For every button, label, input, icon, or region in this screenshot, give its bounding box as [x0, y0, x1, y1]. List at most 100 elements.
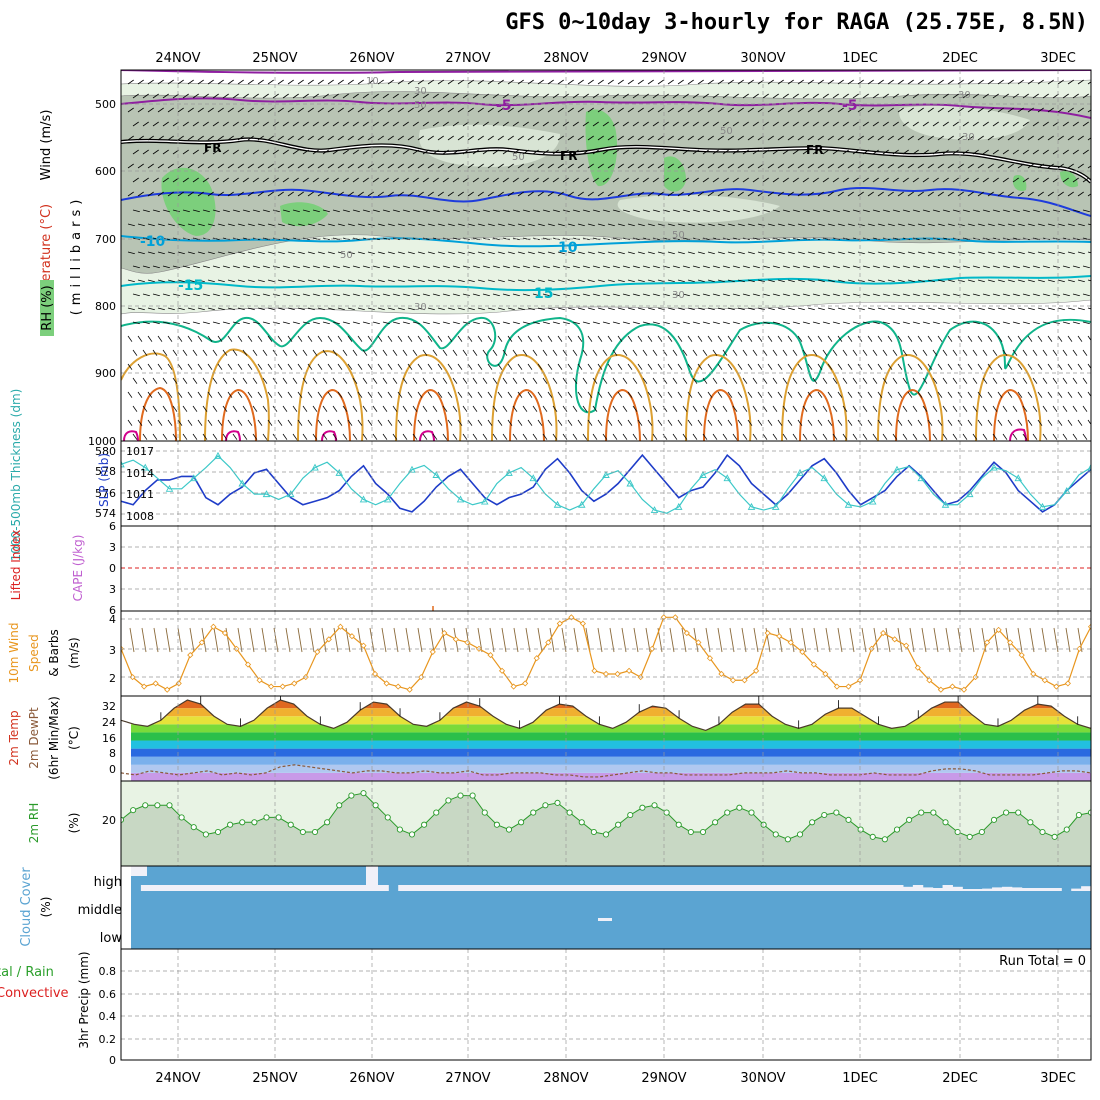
wind-barb [527, 135, 534, 141]
wind-barb [1072, 93, 1079, 99]
wind-barb [632, 377, 638, 384]
wind-barb [222, 209, 230, 213]
label-fr-c: FR [806, 143, 823, 157]
wind-barb [832, 121, 839, 127]
wind-barb [172, 293, 180, 297]
wind-barb [917, 335, 923, 342]
wind-barb [807, 223, 815, 227]
wind-barb [142, 93, 149, 99]
wind-barb [212, 265, 220, 269]
wind-barb [582, 265, 590, 269]
cloud-gap [1001, 886, 1013, 891]
wind-barb [897, 363, 903, 370]
wind-barb [862, 177, 869, 183]
wind-barb [962, 377, 968, 384]
wind-barb [187, 251, 195, 255]
wind-barb [377, 363, 383, 370]
wind-barb [357, 279, 365, 283]
wind-barb [372, 93, 379, 99]
wind-barb [177, 307, 185, 311]
wind-barb [182, 321, 190, 325]
wind-barb [667, 419, 673, 426]
wind-barb [1007, 363, 1013, 370]
wind-barb [1032, 93, 1039, 99]
wind-barb [457, 135, 464, 141]
wind-barb [922, 349, 928, 356]
wind-barb [357, 307, 365, 311]
wind-barb [927, 191, 934, 197]
wind-barb [1082, 433, 1088, 440]
wind-barb [927, 223, 935, 227]
wind-barb [357, 135, 364, 141]
wind-barb [352, 321, 360, 325]
wind-barb-10m [885, 627, 891, 653]
wind-barb [167, 107, 174, 113]
ytick-500: 500 [95, 98, 116, 111]
label-minus5-b: -5 [842, 98, 858, 114]
cloud-gap [803, 885, 815, 891]
wind-barb [567, 391, 573, 398]
wind-barb [842, 321, 850, 325]
wind-barb [707, 191, 714, 197]
wind-barb [557, 79, 564, 85]
isotherm-20 [121, 316, 1091, 414]
wind-barb [867, 363, 873, 370]
wind-speed-marker [533, 655, 540, 662]
wind-barb [517, 223, 525, 227]
wind-barb [852, 121, 859, 127]
wind-barb [802, 433, 808, 440]
wind-barb [252, 321, 260, 325]
wind-barb [842, 149, 849, 155]
wind-barb [1067, 251, 1075, 255]
wind-barb [532, 265, 540, 269]
wind-barb [302, 93, 309, 99]
wind-barb [152, 121, 159, 127]
wind-barb [462, 349, 468, 356]
wind-barb [812, 321, 820, 325]
wind-barb [332, 149, 339, 155]
wind-barb [792, 121, 799, 127]
wind-barb [552, 405, 558, 412]
wind-barb [252, 265, 260, 269]
rh-marker [1015, 809, 1022, 816]
wind-speed-marker [995, 626, 1002, 633]
wind-barb [977, 307, 985, 311]
wind-barb [242, 177, 249, 183]
wind-barb [657, 163, 664, 169]
rh-marker [639, 804, 646, 811]
wind-barb [647, 363, 653, 370]
wind-barb [1022, 377, 1028, 384]
label-50d: 50 [672, 230, 685, 241]
wind-barb [497, 163, 504, 169]
wind-speed-marker [268, 683, 275, 690]
cloud-gap [635, 885, 647, 891]
wind-barb [697, 335, 703, 342]
wind-barb [532, 293, 540, 297]
wind-barb [512, 149, 519, 155]
wind-barb [297, 251, 305, 255]
wind-barb [462, 433, 468, 440]
wind-barb [857, 107, 864, 113]
rh-marker [1039, 828, 1046, 836]
wind-barb [1062, 121, 1069, 127]
wind-barb [1007, 391, 1013, 398]
wind-barb [697, 419, 703, 426]
wind-barb [312, 405, 318, 412]
wind-barb-10m [633, 627, 639, 653]
wind-barb [502, 433, 508, 440]
wind-barb [232, 149, 239, 155]
wind-barb [377, 107, 384, 113]
wind-barb [137, 307, 145, 311]
wind-barb [392, 121, 399, 127]
wind-barb [1052, 209, 1060, 213]
wind-barb [817, 79, 824, 85]
wind-barb [762, 349, 768, 356]
wind-barb [967, 135, 974, 141]
wind-barb [482, 377, 488, 384]
wind-barb [427, 107, 434, 113]
wind-barb [687, 79, 694, 85]
wind-barb [867, 107, 874, 113]
wind-speed-marker [256, 677, 263, 684]
wind-barb [487, 279, 495, 283]
wind-barb [877, 79, 884, 85]
